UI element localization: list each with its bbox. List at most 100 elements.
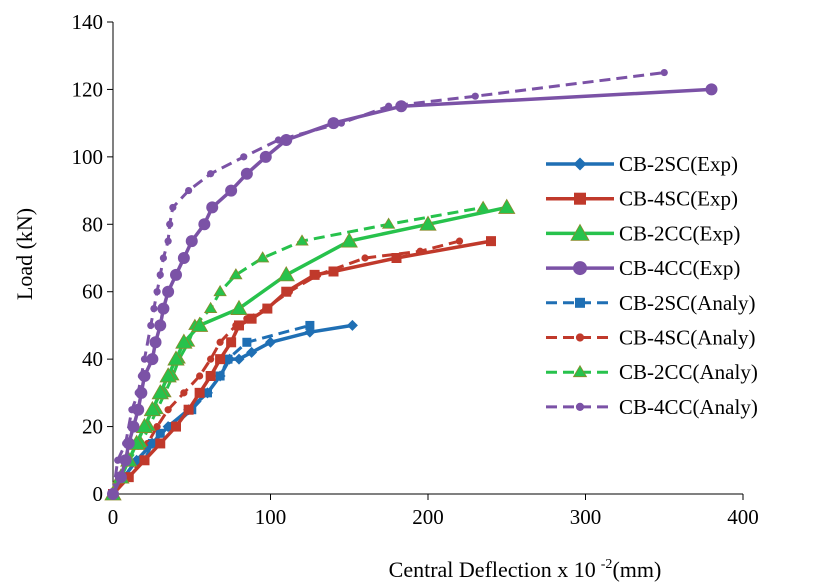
data-point xyxy=(198,218,211,231)
data-point xyxy=(262,303,273,314)
data-point xyxy=(230,299,248,315)
data-point xyxy=(207,170,215,178)
x-tick-label: 400 xyxy=(727,505,759,529)
x-axis-title-exponent: -2 xyxy=(601,557,613,572)
data-point xyxy=(226,337,237,348)
data-point xyxy=(498,198,516,214)
data-point xyxy=(246,346,258,358)
data-point xyxy=(153,288,161,296)
legend-marker xyxy=(570,223,590,241)
data-point xyxy=(224,353,236,365)
data-point xyxy=(166,220,174,228)
data-point xyxy=(242,337,252,347)
data-point xyxy=(146,437,158,449)
series-cb-4cc-analy xyxy=(109,68,668,498)
data-point xyxy=(214,370,226,382)
data-point xyxy=(471,92,479,100)
legend-label: CB-4CC(Analy) xyxy=(619,395,758,419)
series-line xyxy=(111,71,665,495)
legend-marker xyxy=(573,261,587,276)
x-axis-title: Central Deflection x 10 -2(mm) xyxy=(389,557,662,582)
data-point xyxy=(150,304,158,313)
y-tick-label: 140 xyxy=(72,10,104,34)
data-point xyxy=(304,326,316,338)
legend-label: CB-2SC(Exp) xyxy=(619,152,738,176)
data-point xyxy=(340,232,358,248)
data-point xyxy=(143,400,162,417)
legend-label: CB-4SC(Analy) xyxy=(619,326,756,350)
data-point xyxy=(162,421,174,433)
legend-label: CB-4SC(Exp) xyxy=(619,187,738,211)
legend-marker xyxy=(572,364,588,378)
legend-marker xyxy=(575,297,585,308)
data-point xyxy=(660,68,668,77)
legend-item: CB-2SC(Analy) xyxy=(546,291,756,315)
y-tick-label: 20 xyxy=(82,415,103,439)
data-point xyxy=(169,203,177,212)
data-point xyxy=(280,134,293,146)
data-point xyxy=(127,420,140,433)
legend-item: CB-4CC(Analy) xyxy=(546,395,758,419)
y-tick-label: 0 xyxy=(93,482,104,506)
legend-marker xyxy=(575,402,585,411)
data-point xyxy=(123,472,134,483)
data-point xyxy=(151,384,169,400)
data-point xyxy=(162,285,175,298)
data-point xyxy=(114,456,122,464)
data-point xyxy=(190,316,209,332)
data-point xyxy=(229,268,243,280)
data-point xyxy=(233,353,245,365)
data-point xyxy=(281,286,292,297)
data-point xyxy=(277,266,295,282)
data-point xyxy=(206,201,219,214)
legend-label: CB-2CC(Analy) xyxy=(619,360,758,384)
data-point xyxy=(135,417,154,433)
series-cb-2sc-exp xyxy=(107,319,358,500)
x-axis-title-main: Central Deflection x 10 xyxy=(389,557,596,582)
data-point xyxy=(140,355,149,363)
data-point xyxy=(213,284,227,297)
data-point xyxy=(234,320,244,331)
data-point xyxy=(139,455,150,466)
y-tick-label: 40 xyxy=(82,347,103,371)
data-point xyxy=(225,184,238,197)
series-cb-4cc-exp xyxy=(107,83,718,500)
data-point xyxy=(215,354,226,365)
data-point xyxy=(328,266,339,277)
data-point xyxy=(135,386,148,399)
data-point xyxy=(164,237,172,245)
data-point xyxy=(107,488,119,500)
legend-item: CB-4CC(Exp) xyxy=(546,256,740,280)
data-point xyxy=(164,406,172,414)
series-cb-4sc-exp xyxy=(108,236,496,499)
data-point xyxy=(295,234,309,246)
data-point xyxy=(154,319,167,332)
y-tick-label: 100 xyxy=(72,145,104,169)
data-point xyxy=(185,186,193,195)
data-point xyxy=(170,268,182,281)
data-point xyxy=(114,471,127,484)
data-point xyxy=(194,387,205,398)
data-point xyxy=(240,153,248,161)
data-point xyxy=(486,236,496,247)
axes: 0 20 40 60 80 100 120 140 0 100 200 300 400 xyxy=(72,10,759,529)
series-line xyxy=(111,239,492,496)
data-point xyxy=(274,136,282,144)
data-point xyxy=(207,355,215,363)
legend-item: CB-4SC(Exp) xyxy=(546,187,738,211)
y-tick-label: 80 xyxy=(82,212,103,236)
x-axis-ticks: 0 100 200 300 400 xyxy=(108,494,759,529)
data-point xyxy=(381,217,396,229)
legend-item: CB-2CC(Exp) xyxy=(546,221,740,245)
data-point xyxy=(132,403,145,416)
data-point xyxy=(153,422,161,431)
data-point xyxy=(122,437,135,450)
data-point xyxy=(180,389,188,397)
data-point xyxy=(255,251,270,263)
x-tick-label: 100 xyxy=(255,505,287,529)
data-point xyxy=(419,215,437,231)
data-point xyxy=(391,253,402,263)
data-point xyxy=(216,338,224,346)
data-point xyxy=(183,404,194,415)
